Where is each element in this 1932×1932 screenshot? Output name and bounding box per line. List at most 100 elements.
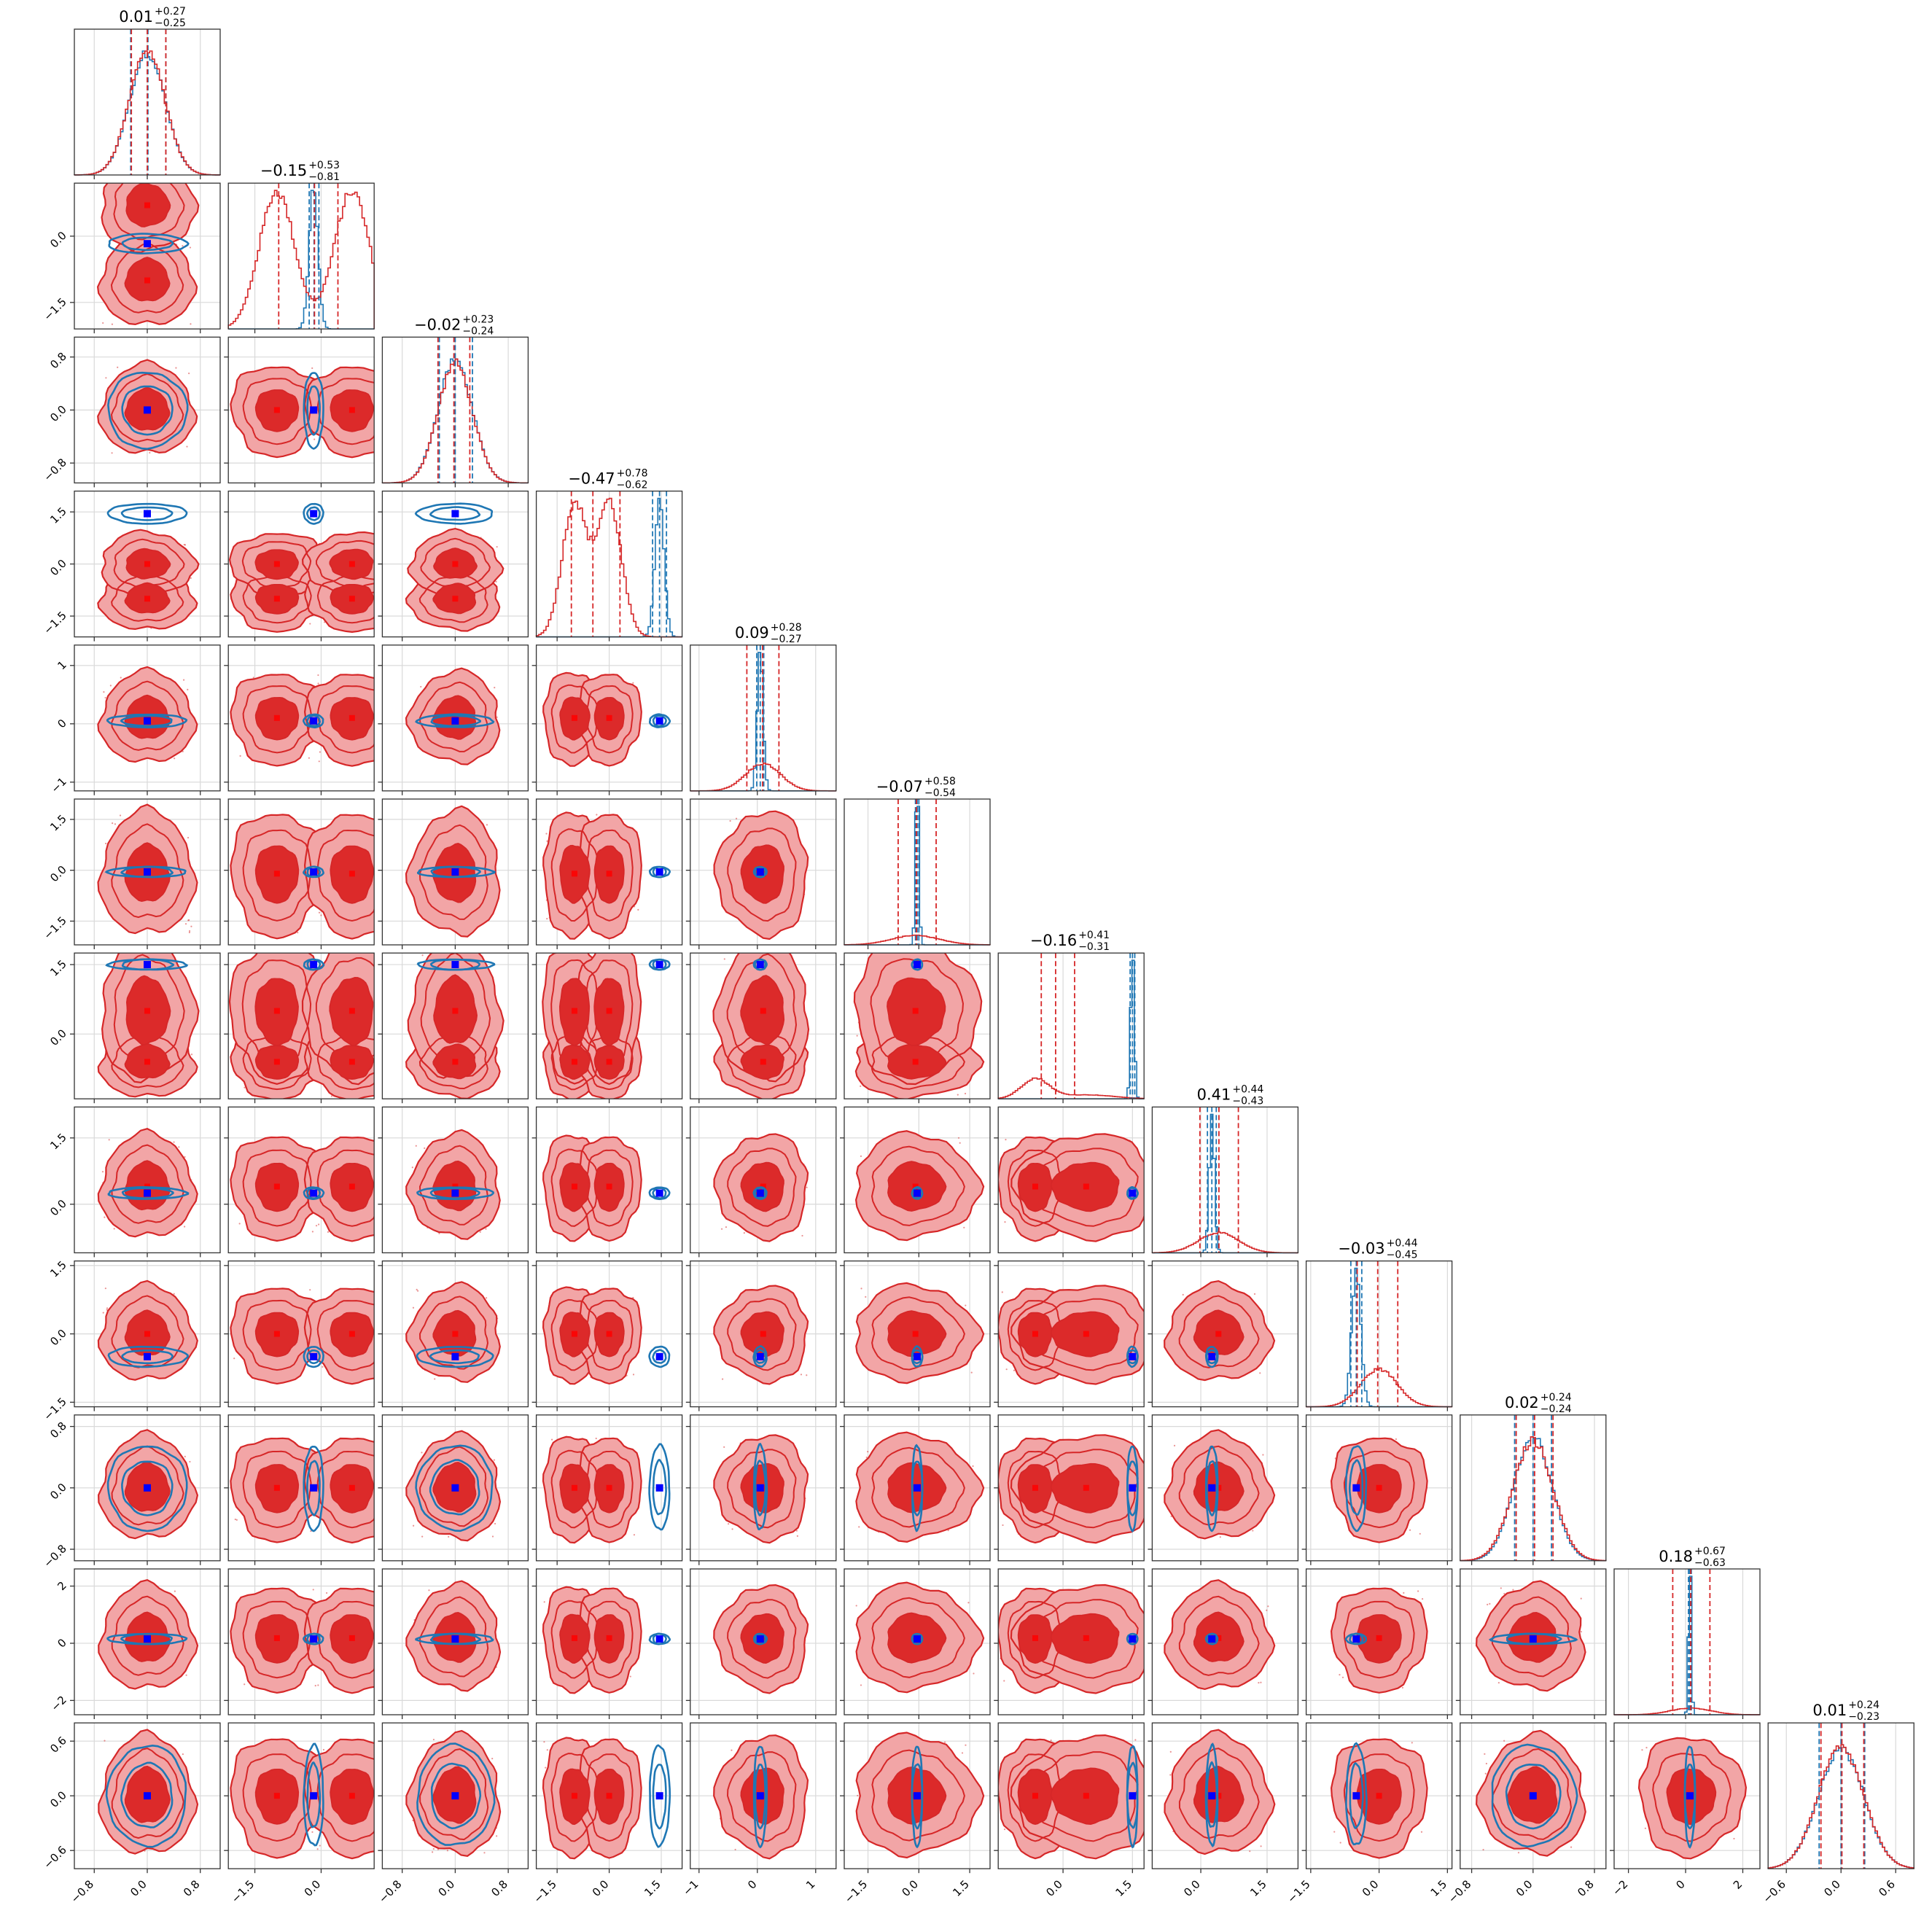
red-contours — [713, 1584, 809, 1694]
blue-contour — [303, 1186, 325, 1200]
red-mid-contour — [871, 1446, 965, 1528]
red-sample-point — [390, 407, 392, 408]
red-marker — [912, 1183, 919, 1190]
red-sample-point — [377, 1323, 378, 1325]
red-contours — [97, 666, 198, 763]
red-sample-point — [491, 1758, 494, 1760]
red-sample-point — [545, 1767, 547, 1769]
red-sample-point — [957, 1094, 959, 1096]
red-sample-point — [421, 1535, 424, 1538]
y-tick-label: 0 — [55, 717, 69, 731]
red-sample-point — [1517, 1852, 1520, 1854]
red-mid-contour — [727, 1298, 797, 1371]
red-marker — [348, 1331, 355, 1337]
red-sample-point — [238, 1223, 241, 1225]
blue-contour — [1349, 1761, 1364, 1830]
red-sample-point — [120, 677, 122, 679]
pair-panel-12-1: −0.8 0.0 0.8 −0.6 0.0 0.6 — [41, 1722, 221, 1906]
title-plus: +0.28 — [771, 622, 802, 634]
truth-marker — [1129, 1635, 1137, 1643]
red-sample-point — [479, 1231, 481, 1233]
red-sample-point — [735, 817, 738, 819]
x-tick-label: −1 — [680, 1877, 701, 1898]
truth-marker — [310, 1352, 318, 1360]
truth-marker — [756, 868, 764, 876]
red-sample-point — [117, 366, 119, 368]
x-tick-label: 0.0 — [1181, 1877, 1203, 1899]
x-tick-label: 1.5 — [642, 1877, 663, 1899]
truth-marker — [655, 868, 663, 876]
title-minus: −0.25 — [155, 17, 186, 29]
title-plus: +0.44 — [1232, 1083, 1263, 1095]
axes-frame — [227, 644, 375, 792]
x-tick-label: −2 — [1610, 1877, 1630, 1898]
red-sample-point — [1001, 1291, 1003, 1293]
blue-contour — [107, 1345, 189, 1368]
red-sample-point — [433, 949, 435, 950]
red-sample-point — [182, 1753, 184, 1756]
red-contours — [998, 1434, 1145, 1544]
x-tick-label: −0.8 — [69, 1877, 96, 1905]
red-sample-point — [729, 819, 731, 822]
red-sample-point — [239, 755, 241, 757]
truth-marker — [310, 1484, 318, 1492]
red-sample-point — [175, 367, 177, 369]
pair-panel-11-9 — [1301, 1568, 1453, 1719]
red-sample-point — [149, 451, 151, 454]
blue-contour — [306, 1632, 321, 1645]
red-marker — [571, 1484, 577, 1491]
blue-contour — [120, 506, 174, 521]
red-sample-point — [1733, 1837, 1735, 1840]
blue-contour — [106, 713, 188, 729]
x-tick-label: 0.0 — [436, 1877, 458, 1899]
blue-contour — [303, 958, 325, 971]
blue-contour — [429, 1349, 480, 1365]
pair-panel-10-2 — [224, 1414, 375, 1565]
red-sample-point — [731, 1749, 733, 1751]
truth-marker — [655, 1484, 663, 1492]
red-sample-point — [723, 958, 725, 960]
x-tick-label: −1.5 — [531, 1877, 559, 1905]
red-sample-point — [392, 1625, 393, 1627]
truth-marker — [451, 1189, 459, 1197]
truth-marker — [1352, 1792, 1360, 1800]
truth-marker — [756, 961, 764, 969]
blue-contour — [652, 1349, 667, 1364]
red-contours — [542, 1286, 671, 1385]
blue-contour — [752, 1442, 768, 1530]
blue-contour — [306, 865, 322, 879]
red-mid-contour — [111, 572, 184, 622]
red-sample-point — [104, 1740, 106, 1742]
x-tick-label: 0.0 — [1514, 1877, 1535, 1899]
red-sample-point — [387, 1617, 389, 1619]
red-sample-point — [596, 814, 598, 816]
red-contours — [713, 1133, 809, 1242]
red-sample-point — [1002, 1524, 1004, 1527]
red-mid-contour — [113, 183, 185, 241]
red-sample-point — [543, 1601, 545, 1603]
blue-contour — [120, 714, 173, 728]
blue-contour — [911, 1763, 924, 1830]
x-tick-label: 0.0 — [128, 1877, 149, 1899]
red-contours — [405, 502, 505, 632]
red-marker — [1376, 1484, 1382, 1491]
truth-marker — [451, 1352, 459, 1360]
diag-panel-8: 0.41 +0.44−0.43 — [1151, 1083, 1299, 1258]
red-marker — [606, 1331, 612, 1337]
truth-marker — [1529, 1792, 1537, 1800]
red-sample-point — [743, 1232, 745, 1234]
red-sample-point — [1411, 1742, 1413, 1744]
title-minus: −0.43 — [1232, 1095, 1263, 1107]
diag-title-2: −0.15 +0.53−0.81 — [260, 160, 340, 183]
red-histogram — [1151, 1231, 1299, 1254]
red-sample-point — [324, 621, 326, 623]
blue-contour — [648, 1186, 671, 1201]
red-contours — [542, 811, 671, 940]
red-sample-point — [1266, 1609, 1268, 1611]
pair-panel-8-1: 0.0 1.5 — [47, 1106, 221, 1258]
truth-marker — [1129, 1484, 1137, 1492]
truth-marker — [310, 717, 318, 725]
blue-histogram — [1614, 1575, 1760, 1715]
blue-contour — [306, 1349, 321, 1365]
axes-frame — [227, 182, 375, 330]
